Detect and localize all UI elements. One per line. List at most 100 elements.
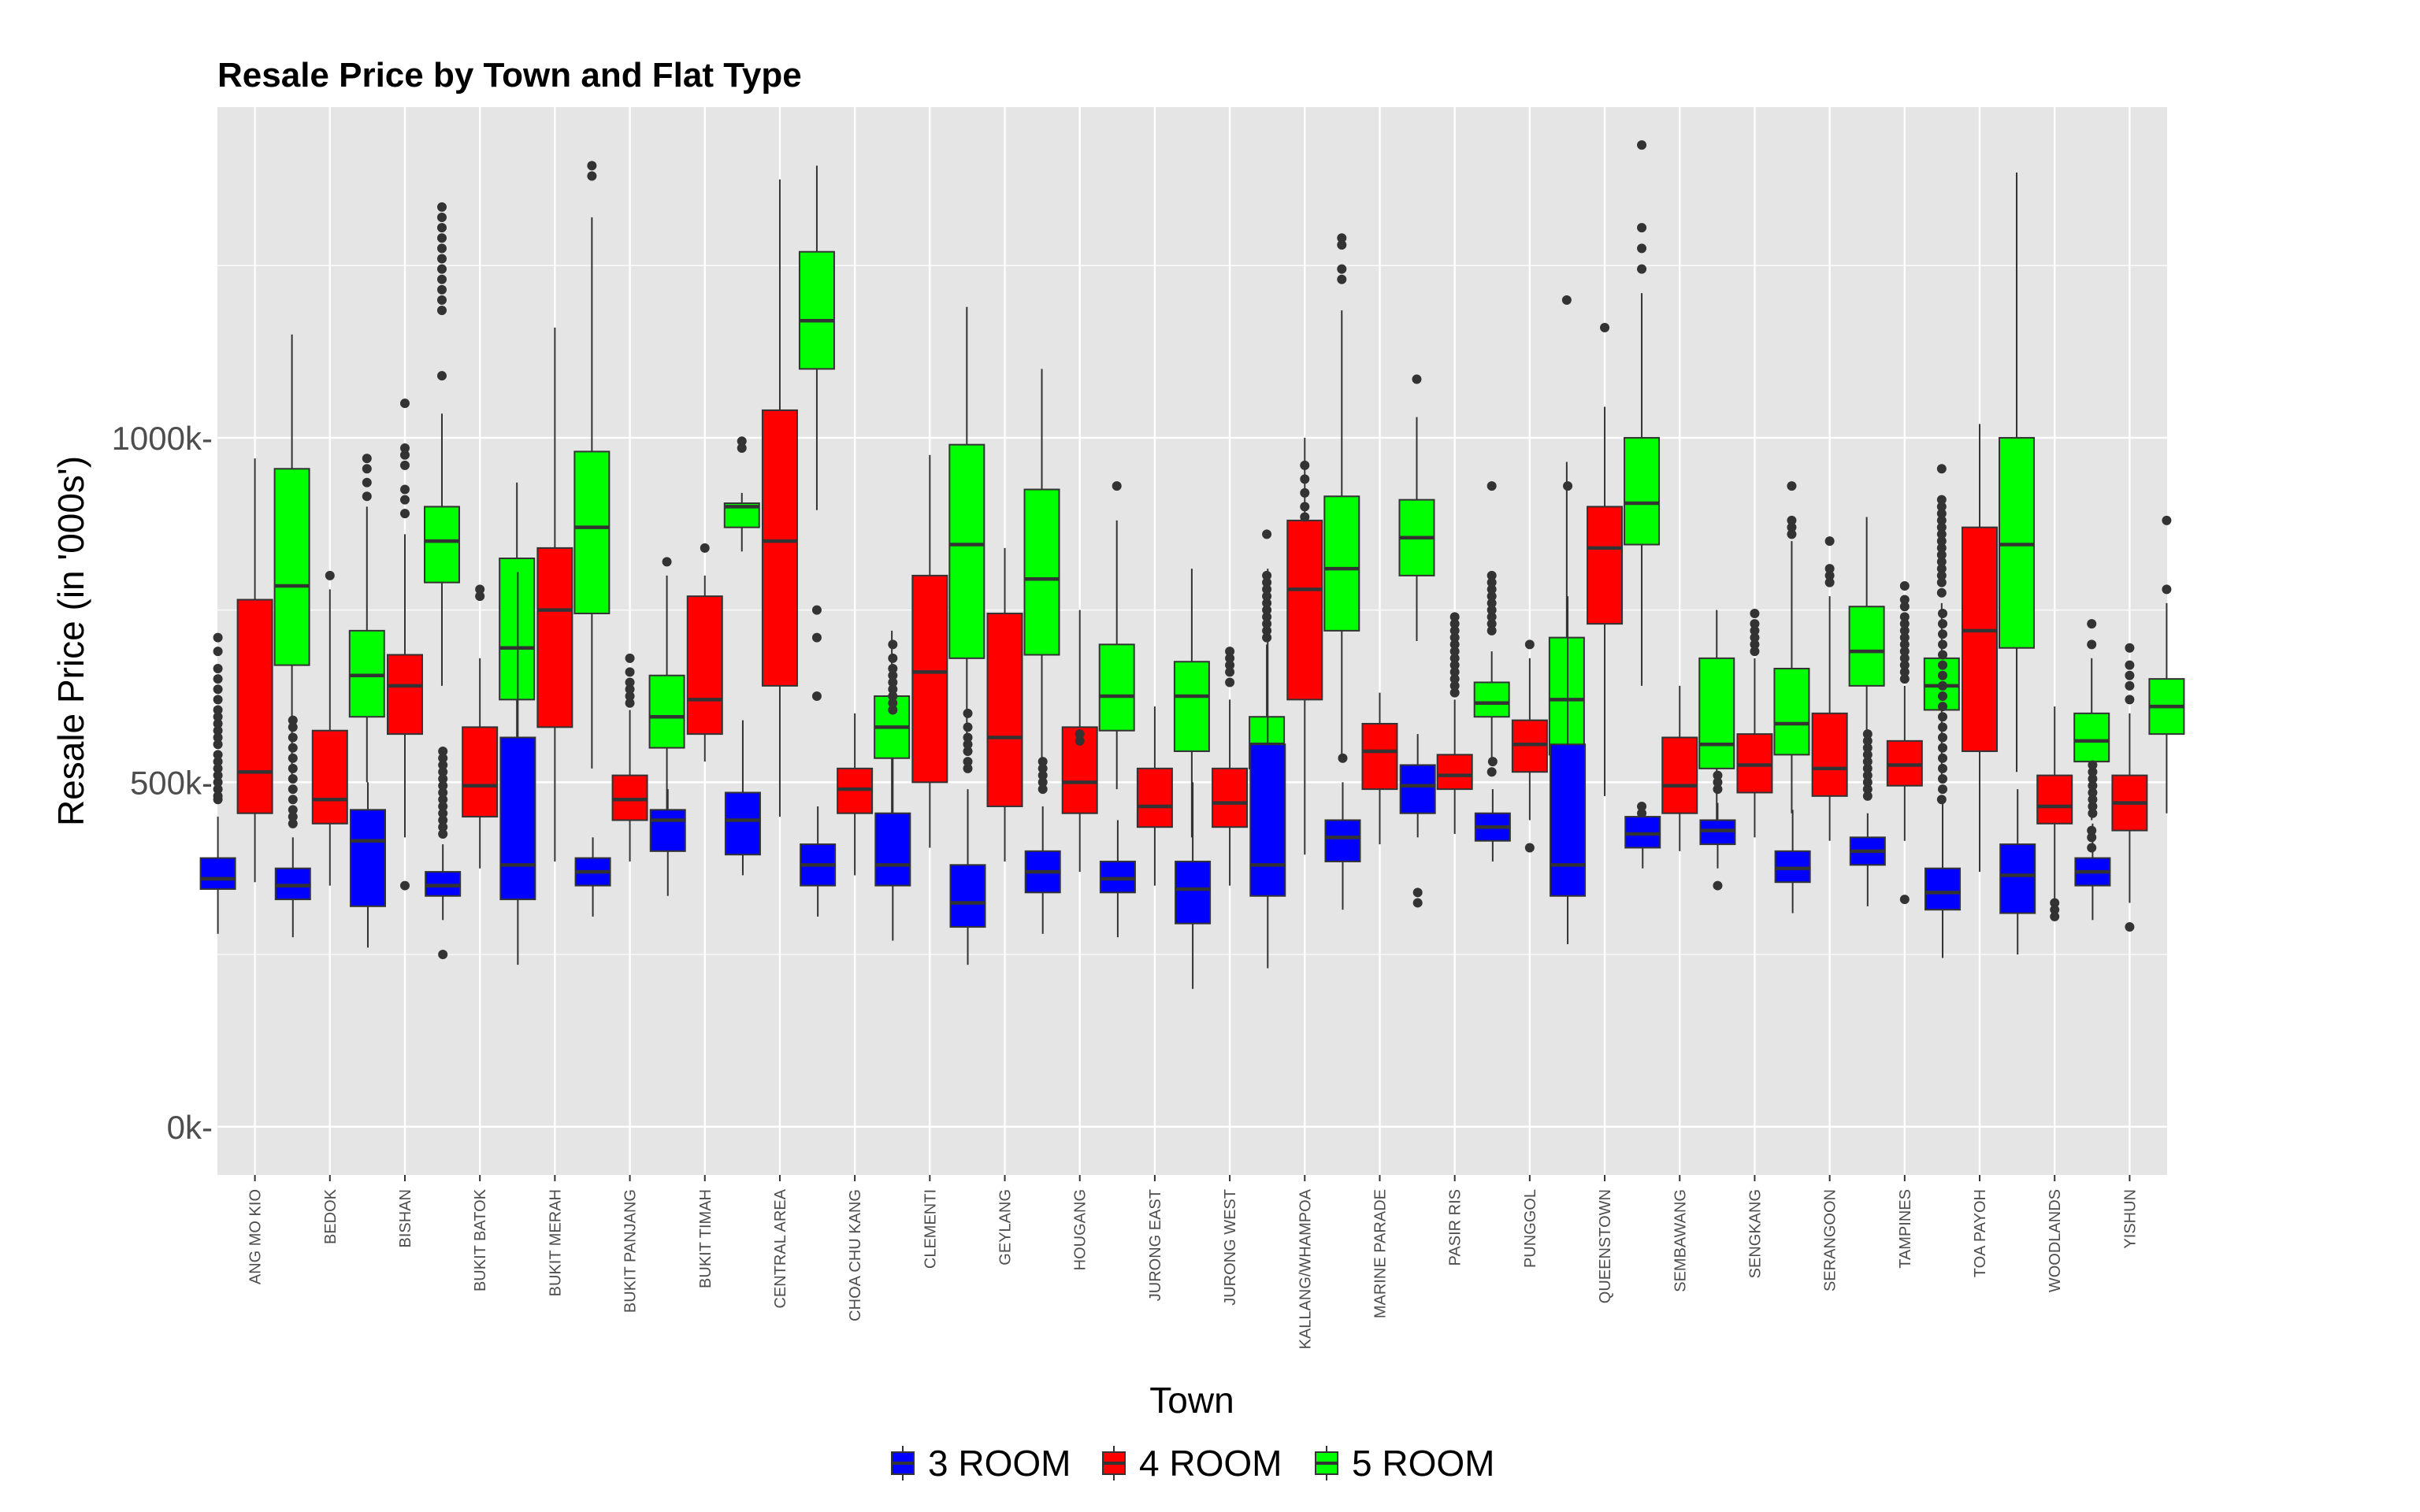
iqr-box xyxy=(1361,722,1398,791)
box-5-room xyxy=(2148,515,2185,813)
box-4-room xyxy=(462,584,499,869)
outlier-point xyxy=(288,732,298,743)
outlier-point xyxy=(1750,609,1760,619)
outlier-point xyxy=(1300,502,1310,512)
outlier-point xyxy=(436,264,447,274)
outlier-point xyxy=(1899,619,1910,629)
box-3-room xyxy=(1924,609,1962,958)
outlier-point xyxy=(1713,777,1723,788)
outlier-point xyxy=(288,763,298,773)
outlier-point xyxy=(963,757,973,767)
iqr-box xyxy=(1323,495,1360,632)
outlier-point xyxy=(2050,905,2060,915)
outlier-point xyxy=(963,708,973,718)
outlier-point xyxy=(625,667,635,677)
town-group-choa-chu-kang xyxy=(800,630,911,917)
box-3-room xyxy=(949,708,986,965)
outlier-point xyxy=(1824,577,1835,587)
outlier-point xyxy=(963,763,973,773)
outlier-point xyxy=(438,788,448,798)
x-axis: ANG MO KIO BEDOK BISHAN BUKIT BATOK BUKIT ME… xyxy=(247,1175,2139,1349)
box-4-room xyxy=(1136,706,1173,886)
outlier-point xyxy=(362,477,372,487)
town-group-yishun xyxy=(2074,515,2185,932)
outlier-point xyxy=(1262,577,1272,587)
box-4-room xyxy=(1436,612,1473,834)
iqr-box xyxy=(649,809,686,852)
outlier-point xyxy=(1637,140,1647,150)
outlier-point xyxy=(2088,780,2098,791)
outlier-point xyxy=(1938,722,1948,732)
outlier-point xyxy=(475,584,485,595)
outlier-point xyxy=(963,746,973,756)
x-tick-label: SERANGOON xyxy=(1822,1189,1839,1292)
legend: 3 ROOM 4 ROOM 5 ROOM xyxy=(891,1443,1494,1484)
box-4-room xyxy=(1962,424,1999,873)
town-group-kallang-whampoa xyxy=(1249,233,1360,969)
town-group-geylang xyxy=(949,369,1060,965)
outlier-point xyxy=(888,653,898,663)
outlier-point xyxy=(213,718,223,728)
iqr-box xyxy=(462,726,499,818)
outlier-point xyxy=(288,805,298,815)
box-5-room xyxy=(273,334,310,779)
iqr-box xyxy=(1661,736,1698,814)
outlier-point xyxy=(1713,880,1723,891)
iqr-box xyxy=(1811,712,1848,797)
iqr-box xyxy=(1924,867,1962,911)
box-5-room xyxy=(948,306,985,738)
town-group-sembawang xyxy=(1624,610,1735,869)
box-3-room xyxy=(1474,757,1511,862)
outlier-point xyxy=(1936,522,1947,532)
box-5-room xyxy=(348,454,385,783)
outlier-point xyxy=(811,691,822,701)
box-5-room xyxy=(423,202,460,686)
outlier-point xyxy=(1787,522,1797,532)
outlier-point xyxy=(1750,639,1760,650)
box-3-room xyxy=(1099,820,1136,938)
outlier-point xyxy=(1938,670,1948,680)
box-5-room xyxy=(499,482,536,786)
x-tick-label: CLEMENTI xyxy=(922,1189,939,1269)
outlier-point xyxy=(1938,763,1948,773)
outlier-point xyxy=(325,570,335,580)
iqr-box xyxy=(724,791,761,856)
outlier-point xyxy=(625,698,635,708)
box-4-room xyxy=(837,713,874,876)
outlier-point xyxy=(1487,619,1497,629)
outlier-point xyxy=(2050,911,2060,921)
town-group-sengkang xyxy=(1699,481,1810,891)
town-group-jurong-east xyxy=(1099,569,1210,938)
town-group-bedok xyxy=(274,454,385,938)
iqr-box xyxy=(1773,667,1810,756)
outlier-point xyxy=(399,398,410,409)
iqr-box xyxy=(311,729,348,825)
outlier-point xyxy=(213,725,223,736)
outlier-point xyxy=(288,795,298,805)
x-tick-label: BUKIT PANJANG xyxy=(622,1189,640,1313)
outlier-point xyxy=(1936,495,1947,505)
outlier-point xyxy=(1037,777,1048,788)
outlier-point xyxy=(1938,660,1948,670)
box-4-room xyxy=(1286,437,1323,855)
iqr-box xyxy=(573,450,611,615)
outlier-point xyxy=(213,705,223,715)
outlier-point xyxy=(1899,581,1910,591)
outlier-point xyxy=(2088,801,2098,811)
outlier-point xyxy=(1938,784,1948,795)
box-4-room xyxy=(1736,609,1773,838)
iqr-box xyxy=(986,613,1023,807)
outlier-point xyxy=(362,464,372,474)
outlier-point xyxy=(213,750,223,760)
outlier-point xyxy=(1938,691,1948,701)
x-tick-label: BUKIT BATOK xyxy=(472,1188,489,1292)
box-3-room xyxy=(199,632,236,934)
outlier-point xyxy=(438,767,448,777)
outlier-point xyxy=(625,684,635,695)
iqr-box xyxy=(1136,767,1173,828)
box-4-room xyxy=(386,398,423,891)
outlier-point xyxy=(2162,584,2172,595)
box-3-room xyxy=(499,572,536,965)
x-tick-label: HOUGANG xyxy=(1072,1189,1089,1270)
box-5-room xyxy=(1398,374,1435,641)
